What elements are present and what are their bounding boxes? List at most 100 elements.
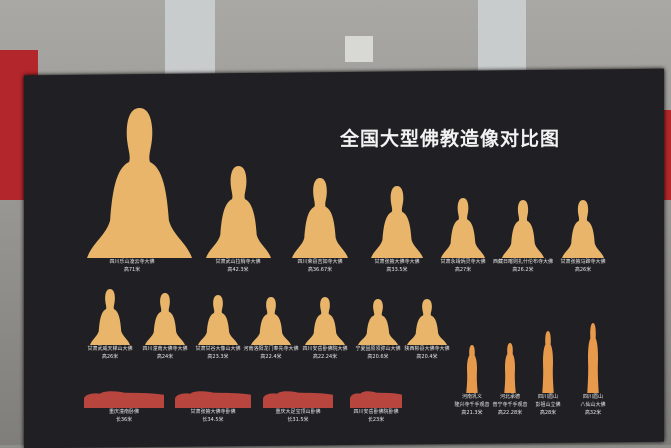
silhouette-shape <box>371 186 423 258</box>
statue-figure: 甘肃武山拉梢寺大佛 高42.3米 <box>193 166 283 274</box>
statue-figure: 四川安岳卧佛院大佛 高22.24米 <box>280 297 370 361</box>
silhouette-shape <box>305 297 345 345</box>
statue-figure: 四川潼南大佛寺大佛 高24米 <box>120 293 210 361</box>
statue-silhouette-icon <box>87 108 192 258</box>
statue-name: 四川安岳卧佛院大佛 <box>302 346 348 352</box>
silhouette-shape <box>441 198 485 258</box>
statue-silhouette-icon <box>198 295 238 345</box>
statue-size: 高23.3米 <box>207 354 229 360</box>
statue-name: 河南巩义 <box>461 394 482 400</box>
statue-size: 高21.3米 <box>461 410 483 416</box>
silhouette-shape <box>587 323 599 393</box>
statue-name: 四川眉山 <box>582 394 603 400</box>
statue-silhouette-icon <box>371 186 423 258</box>
statue-silhouette-icon <box>305 297 345 345</box>
silhouette-shape <box>205 166 271 258</box>
statue-figure: 宁夏固原须弥山大佛 高20.6米 <box>333 299 423 361</box>
statue-figure: 甘肃张掖大佛寺卧佛 长34.5米 <box>168 386 258 424</box>
statue-name: 甘肃张掖大佛寺大佛 <box>374 259 420 265</box>
silhouette-shape <box>251 297 291 345</box>
statue-silhouette-icon <box>90 289 130 345</box>
silhouette-shape <box>504 343 516 393</box>
statue-figure: 重庆大足宝顶山卧佛 长31.5米 <box>253 386 343 424</box>
statue-silhouette-icon <box>466 345 478 393</box>
statue-name: 甘肃武山拉梢寺大佛 <box>215 259 261 265</box>
statue-size: 高42.3米 <box>227 267 249 273</box>
statue-name: 隆兴寺千手观音 <box>454 402 490 408</box>
statue-size: 高36.67米 <box>307 267 333 273</box>
statue-figure: 四川乐山凌云寺大佛 高71米 <box>87 108 192 274</box>
statue-silhouette-icon <box>350 391 402 408</box>
statue-name: 重庆大足宝顶山卧佛 <box>275 409 321 415</box>
statue-name: 重庆潼南卧佛 <box>108 409 139 415</box>
statue-silhouette-icon <box>562 200 604 258</box>
statue-name: 四川眉山 <box>537 394 558 400</box>
statue-silhouette-icon <box>587 323 599 393</box>
statue-figure: 四川眉山彭祖山立佛高28米 <box>503 331 593 417</box>
statue-figure: 河南巩义隆兴寺千手观音 高21.3米 <box>427 345 517 417</box>
statue-figure: 西藏日喀则扎什伦布寺大佛 高26.2米 <box>478 200 568 274</box>
statue-size: 长31.5米 <box>287 417 309 423</box>
statue-name: 河南洛阳龙门奉先寺大佛 <box>243 346 299 352</box>
silhouette-shape <box>358 299 398 345</box>
statue-size: 高22.28米 <box>497 410 523 416</box>
statue-size: 高28米 <box>539 410 557 416</box>
wall-box <box>345 36 373 62</box>
statue-size: 高32米 <box>584 410 602 416</box>
statue-silhouette-icon <box>358 299 398 345</box>
silhouette-shape <box>502 200 544 258</box>
statue-size: 高26米 <box>101 354 119 360</box>
statue-silhouette-icon <box>502 200 544 258</box>
statue-name: 宁夏固原须弥山大佛 <box>355 346 401 352</box>
silhouette-shape <box>350 391 402 408</box>
statue-size: 长23米 <box>367 417 385 423</box>
statue-name: 河北承德 <box>499 394 520 400</box>
silhouette-shape <box>84 391 164 408</box>
silhouette-shape <box>145 293 185 345</box>
statue-size: 高20.6米 <box>367 354 389 360</box>
statue-silhouette-icon <box>145 293 185 345</box>
silhouette-shape <box>292 178 348 258</box>
statue-name: 八仙山大佛 <box>580 402 606 408</box>
statue-name: 彭祖山立佛 <box>535 402 561 408</box>
statue-silhouette-icon <box>504 343 516 393</box>
silhouette-shape <box>466 345 478 393</box>
statue-name: 甘肃武威天梯山大佛 <box>87 346 133 352</box>
silhouette-shape <box>90 289 130 345</box>
silhouette-shape <box>407 299 447 345</box>
statue-size: 高71米 <box>123 267 141 273</box>
statue-name: 甘肃永靖炳灵寺大佛 <box>440 259 486 265</box>
silhouette-shape <box>198 295 238 345</box>
statue-size: 高22.4米 <box>260 354 282 360</box>
statue-silhouette-icon <box>542 331 554 393</box>
statue-figure: 甘肃永靖炳灵寺大佛 高27米 <box>418 198 508 274</box>
statue-silhouette-icon <box>263 391 333 408</box>
statue-name: 甘肃张掖大佛寺卧佛 <box>190 409 236 415</box>
statue-name: 甘肃张掖马蹄寺大佛 <box>560 259 606 265</box>
statue-size: 高26米 <box>574 267 592 273</box>
statue-name: 四川安岳卧佛院卧佛 <box>353 409 399 415</box>
statue-size: 高22.24米 <box>312 354 338 360</box>
statue-silhouette-icon <box>84 391 164 408</box>
statue-figure: 甘肃武威天梯山大佛 高26米 <box>65 289 155 361</box>
statue-silhouette-icon <box>175 391 251 408</box>
statue-size: 高26.2米 <box>512 267 534 273</box>
statue-size: 高20.4米 <box>416 354 438 360</box>
statue-size: 长34.5米 <box>202 417 224 423</box>
statue-size: 高27米 <box>454 267 472 273</box>
silhouette-shape <box>87 108 192 258</box>
silhouette-shape <box>562 200 604 258</box>
statue-name: 四川荣县吉如寺大佛 <box>297 259 343 265</box>
silhouette-shape <box>263 391 333 408</box>
statue-figure: 四川眉山八仙山大佛高32米 <box>548 323 638 417</box>
statue-name: 四川乐山凌云寺大佛 <box>109 259 155 265</box>
statue-figure: 甘肃甘谷大像山大佛 高23.3米 <box>173 295 263 361</box>
statue-silhouette-icon <box>292 178 348 258</box>
statue-name: 甘肃甘谷大像山大佛 <box>195 346 241 352</box>
statue-name: 四川潼南大佛寺大佛 <box>142 346 188 352</box>
silhouette-shape <box>542 331 554 393</box>
statue-size: 高33.5米 <box>386 267 408 273</box>
statue-figure: 甘肃张掖马蹄寺大佛 高26米 <box>538 200 628 274</box>
statue-size: 长36米 <box>115 417 133 423</box>
statue-figure: 陕西彬县大佛寺大佛 高20.4米 <box>382 299 472 361</box>
